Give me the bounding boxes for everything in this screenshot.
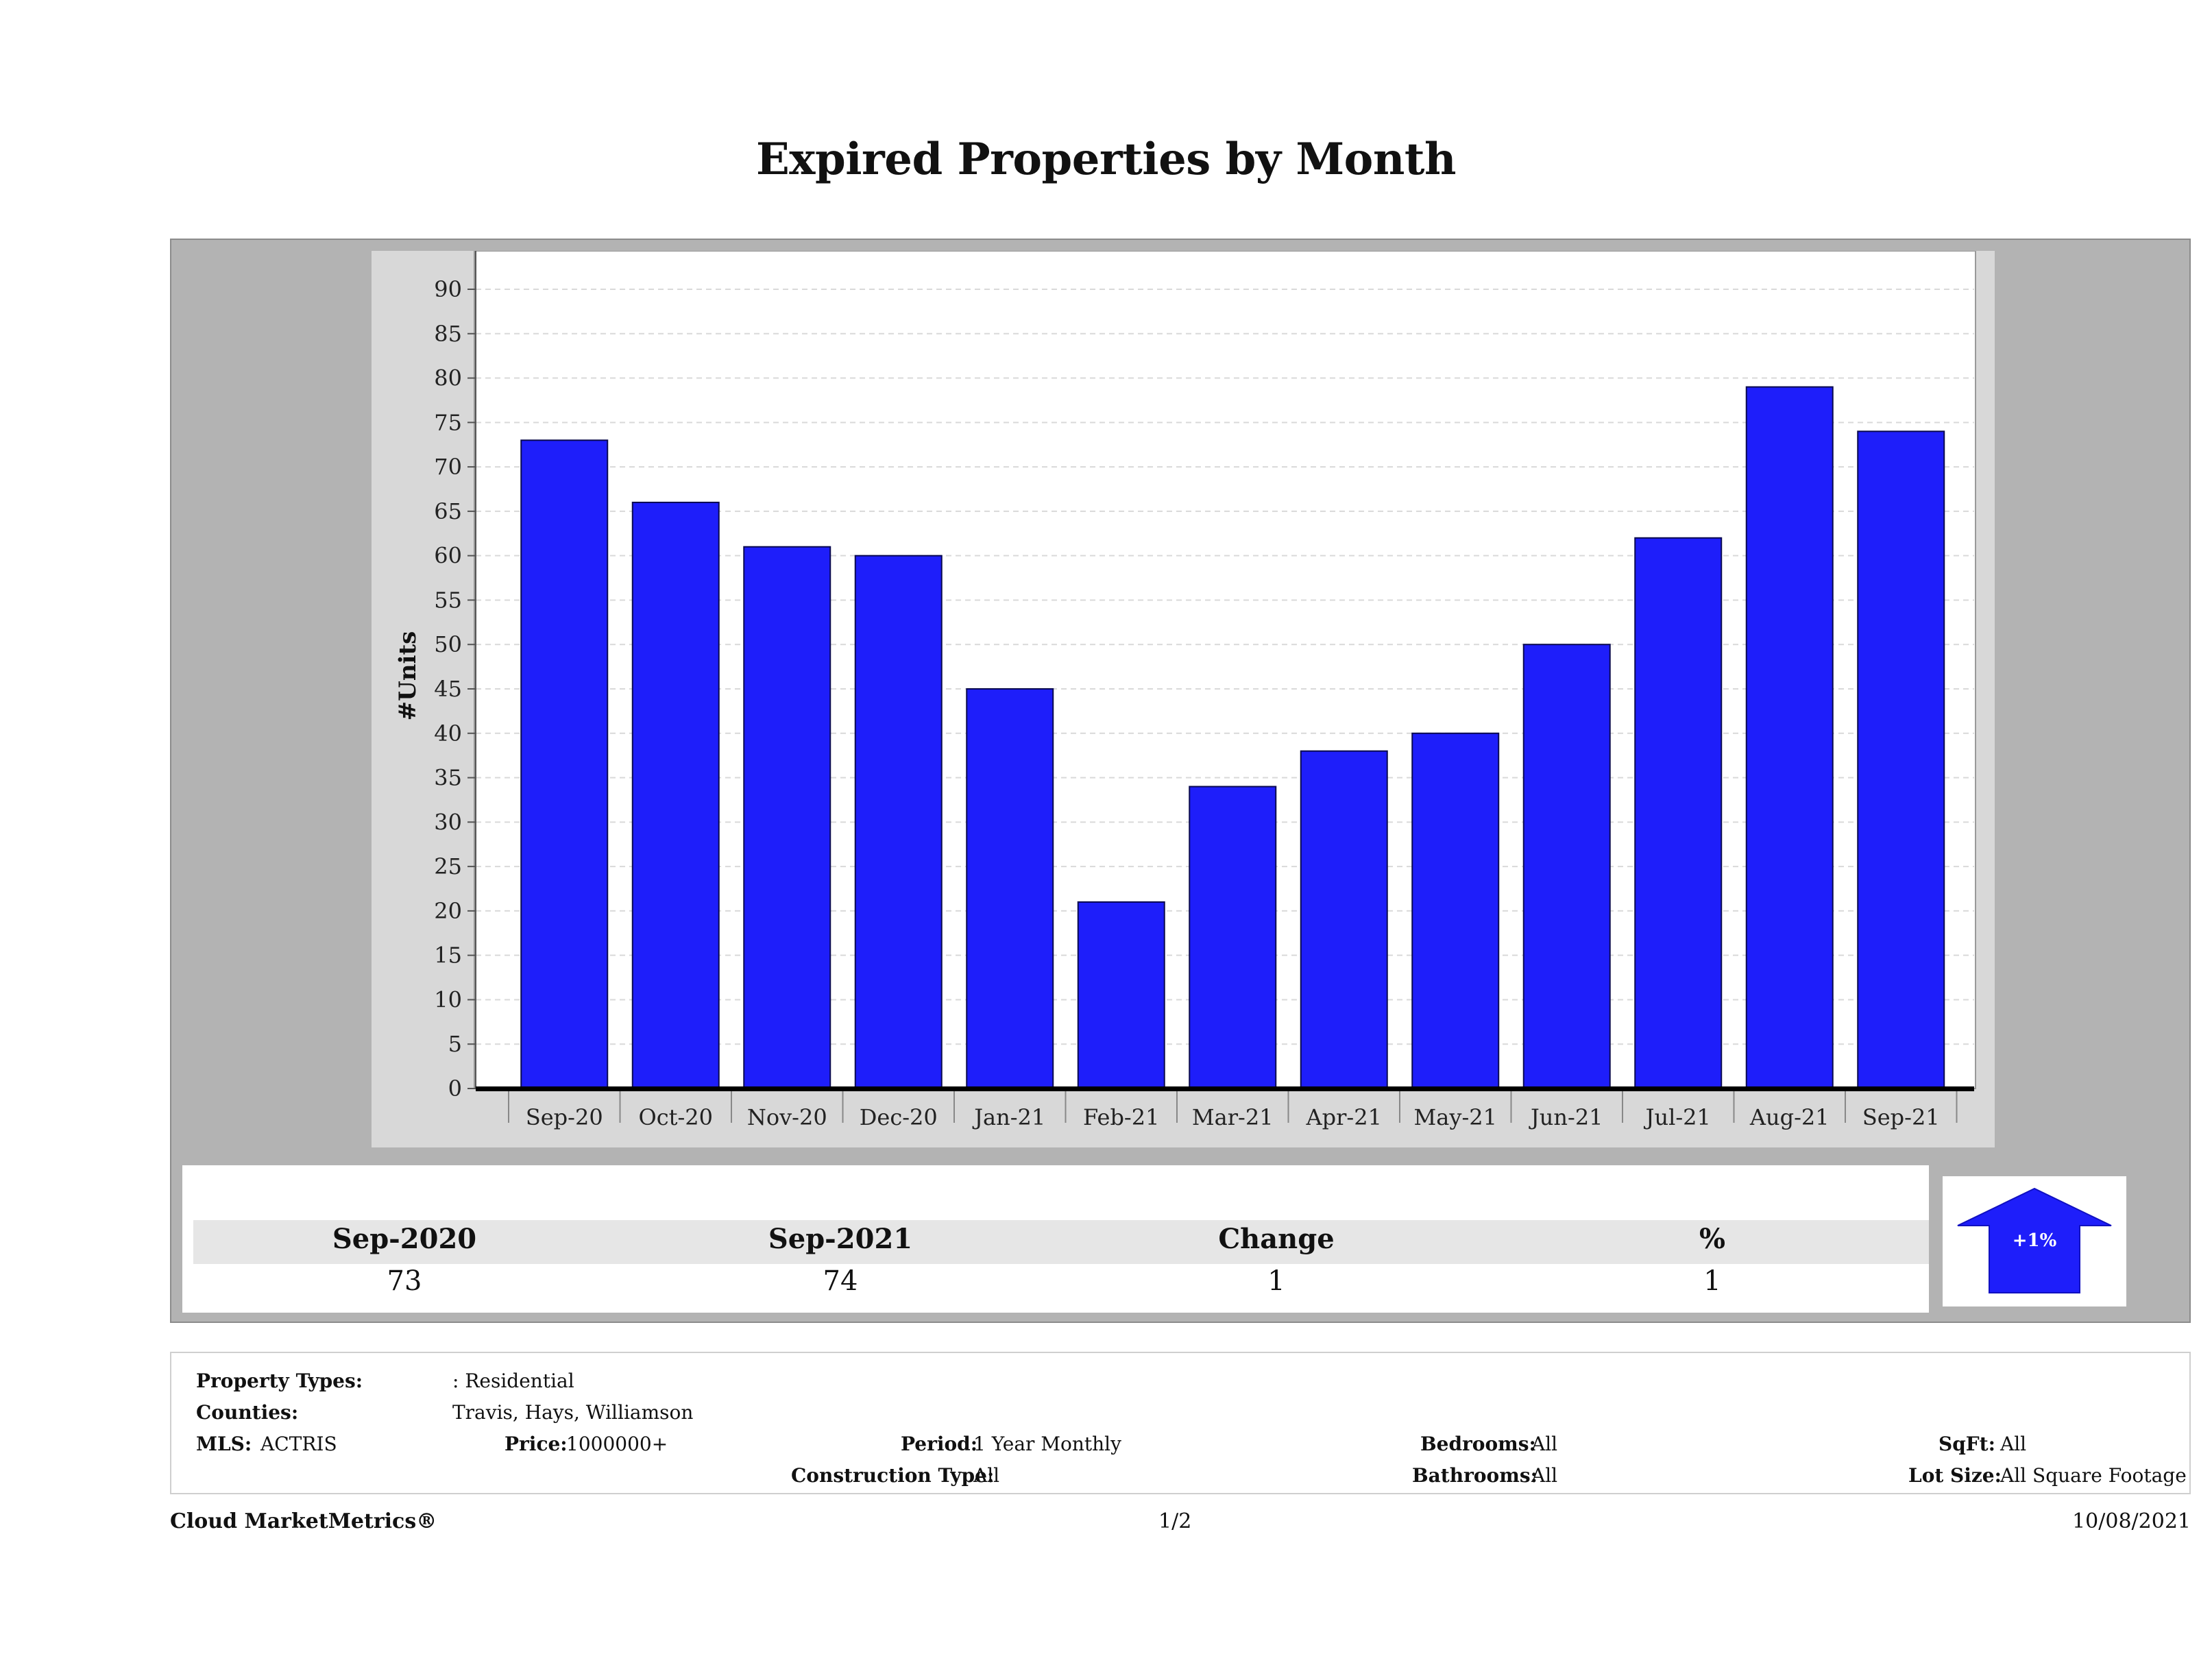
property-types-value: : Residential: [452, 1370, 574, 1392]
filter-criteria: Property Types: : Residential Counties: …: [170, 1352, 2191, 1494]
bar: [1411, 732, 1500, 1089]
change-badge: +1%: [1943, 1176, 2126, 1306]
x-tick-label: May-21: [1414, 1104, 1497, 1130]
x-tick-label: Jan-21: [972, 1104, 1045, 1130]
footer-page-number: 1/2: [1158, 1509, 1192, 1533]
x-tick-label: Sep-21: [1862, 1104, 1940, 1130]
bar: [1857, 430, 1945, 1089]
bars: [520, 386, 1945, 1090]
mls-label: MLS:: [196, 1433, 252, 1455]
y-tick-label: 25: [434, 853, 462, 879]
x-tick-label: Mar-21: [1192, 1104, 1274, 1130]
summary-header-start: Sep-2020: [332, 1223, 477, 1255]
chart-area: 0 5 10 15 20 25 30 35 40 45 50 55 60 65 70 75 80 85 90 Sep…: [372, 251, 1995, 1147]
counties-label: Counties:: [196, 1401, 299, 1424]
x-tick-label: Jun-21: [1529, 1104, 1603, 1130]
x-tick-label: Jul-21: [1644, 1104, 1711, 1130]
lot-size-value: All Square Footage: [2000, 1464, 2187, 1487]
bathrooms-value: All: [1531, 1464, 1558, 1487]
x-tick-label: Feb-21: [1083, 1104, 1159, 1130]
price-value: 1000000+: [566, 1433, 668, 1455]
y-tick-label: 15: [434, 943, 462, 969]
bathrooms-label: Bathrooms:: [1412, 1464, 1538, 1487]
up-arrow-icon: +1%: [1957, 1187, 2112, 1293]
sqft-value: All: [2000, 1433, 2027, 1455]
x-tick-label: Apr-21: [1306, 1104, 1382, 1130]
y-tick-label: 0: [448, 1075, 462, 1102]
price-label: Price:: [505, 1433, 568, 1455]
bar: [1300, 750, 1388, 1089]
y-tick-label: 45: [434, 676, 462, 702]
period-label: Period:: [901, 1433, 978, 1455]
y-tick-label: 75: [434, 409, 462, 435]
y-tick-label: 90: [434, 276, 462, 302]
bedrooms-label: Bedrooms:: [1420, 1433, 1536, 1455]
bar: [631, 501, 720, 1089]
bar: [1634, 537, 1723, 1089]
gridlines: [476, 289, 1974, 1045]
summary-header-change: Change: [1218, 1223, 1335, 1255]
bar: [966, 688, 1054, 1089]
y-tick-label: 10: [434, 986, 462, 1012]
x-tick-label: Oct-20: [638, 1104, 713, 1130]
page-title: Expired Properties by Month: [756, 134, 1456, 185]
bar: [1522, 644, 1611, 1089]
counties-value: Travis, Hays, Williamson: [452, 1401, 694, 1424]
bar-chart: 0 5 10 15 20 25 30 35 40 45 50 55 60 65 70 75 80 85 90 Sep…: [394, 251, 1976, 1130]
y-tick-label: 70: [434, 454, 462, 480]
summary-header-end: Sep-2021: [768, 1223, 913, 1255]
chart-panel: 0 5 10 15 20 25 30 35 40 45 50 55 60 65 70 75 80 85 90 Sep…: [170, 239, 2191, 1323]
summary-value-percent: 1: [1703, 1265, 1721, 1297]
construction-type-value: All: [973, 1464, 1000, 1487]
summary-header-row: [193, 1220, 1929, 1264]
bar: [854, 555, 943, 1089]
y-tick-label: 65: [434, 498, 462, 524]
bar: [1189, 786, 1277, 1089]
summary-header-percent: %: [1699, 1223, 1725, 1255]
x-tick-label: Aug-21: [1749, 1104, 1830, 1130]
bar: [743, 546, 831, 1089]
lot-size-label: Lot Size:: [1908, 1464, 2002, 1487]
x-tick-label: Sep-20: [526, 1104, 603, 1130]
y-axis-label: #Units: [394, 631, 422, 721]
y-tick-label: 80: [434, 365, 462, 391]
change-badge-label: +1%: [2013, 1230, 2057, 1251]
summary-value-change: 1: [1267, 1265, 1285, 1297]
summary-value-start: 73: [387, 1265, 422, 1297]
construction-type-label: Construction Type:: [791, 1464, 995, 1487]
bar: [1077, 901, 1165, 1090]
x-tick-label: Nov-20: [747, 1104, 827, 1130]
property-types-label: Property Types:: [196, 1370, 363, 1392]
y-tick-label: 40: [434, 720, 462, 746]
bar: [520, 439, 609, 1089]
y-tick-label: 50: [434, 631, 462, 657]
summary-spacer: [193, 1174, 1929, 1220]
mls-value: ACTRIS: [260, 1433, 337, 1455]
summary-table: Sep-2020 Sep-2021 Change % 73 74 1 1: [182, 1165, 1929, 1313]
y-tick-label: 85: [434, 321, 462, 347]
y-tick-label: 20: [434, 898, 462, 924]
period-value: 1 Year Monthly: [973, 1433, 1121, 1455]
y-tick-labels: 0 5 10 15 20 25 30 35 40 45 50 55 60 65 70 75 80 85 90: [434, 276, 476, 1102]
footer-date: 10/08/2021: [2072, 1509, 2191, 1533]
y-tick-label: 5: [448, 1031, 462, 1057]
x-tick-labels: Sep-20 Oct-20 Nov-20 Dec-20 Jan-21 Feb-21 Mar-…: [508, 1091, 1958, 1130]
footer-brand: Cloud MarketMetrics®: [170, 1509, 437, 1533]
y-tick-label: 35: [434, 765, 462, 791]
axes: [475, 251, 1974, 1091]
x-axis-line: [476, 1086, 1974, 1091]
bar: [1745, 386, 1834, 1089]
x-tick-label: Dec-20: [860, 1104, 938, 1130]
y-tick-label: 55: [434, 587, 462, 613]
y-tick-label: 60: [434, 543, 462, 569]
summary-value-end: 74: [823, 1265, 858, 1297]
sqft-label: SqFt:: [1938, 1433, 1995, 1455]
y-tick-label: 30: [434, 809, 462, 835]
bedrooms-value: All: [1531, 1433, 1558, 1455]
summary-value-row: [193, 1264, 1929, 1304]
